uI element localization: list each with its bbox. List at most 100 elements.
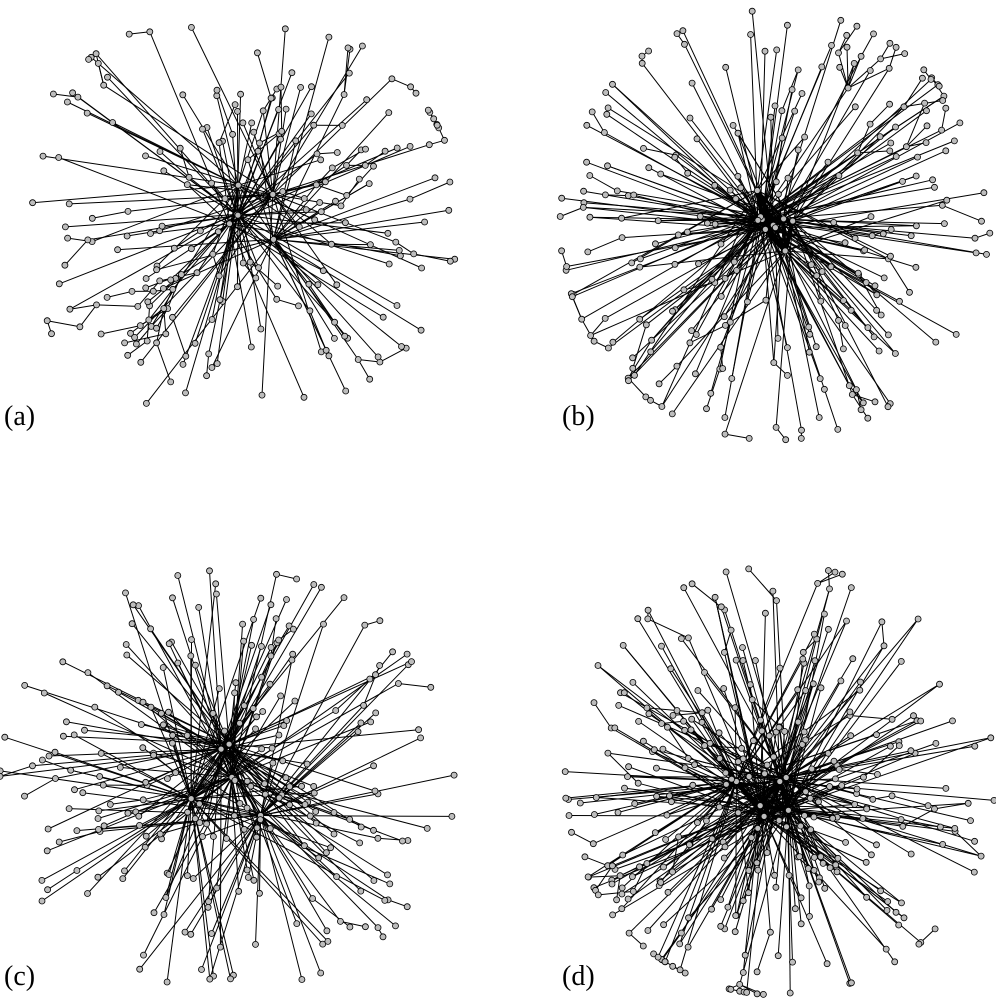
node: [215, 685, 223, 692]
node: [423, 825, 431, 832]
edge: [212, 253, 220, 277]
edge: [272, 194, 300, 228]
node: [800, 728, 808, 736]
node: [776, 778, 784, 785]
node: [103, 293, 111, 301]
edge: [228, 743, 283, 796]
node: [870, 333, 878, 341]
edge: [714, 597, 761, 806]
node: [857, 406, 865, 414]
edge: [191, 792, 315, 800]
edge: [774, 20, 842, 228]
node: [246, 258, 254, 266]
node: [591, 811, 598, 818]
edge: [172, 597, 222, 750]
node: [898, 899, 905, 907]
edge: [136, 326, 152, 345]
node: [250, 876, 258, 884]
node: [754, 824, 762, 832]
node: [797, 434, 805, 442]
node: [97, 750, 105, 757]
edge: [783, 161, 829, 220]
node: [721, 274, 729, 282]
node: [924, 802, 932, 809]
node: [708, 835, 716, 843]
node: [719, 365, 727, 372]
edge: [59, 831, 101, 843]
node: [832, 861, 840, 869]
edge: [756, 932, 771, 972]
node: [187, 930, 195, 938]
edge: [696, 138, 766, 230]
node: [639, 942, 647, 950]
node: [174, 659, 182, 667]
node: [191, 815, 199, 822]
node: [624, 895, 632, 903]
node: [971, 837, 978, 845]
node: [789, 217, 797, 225]
node: [234, 211, 242, 219]
edge: [106, 290, 133, 298]
node: [658, 642, 665, 650]
node: [805, 882, 813, 890]
node: [232, 679, 240, 687]
edge: [829, 786, 857, 795]
edge: [772, 591, 781, 782]
node: [393, 302, 401, 309]
node: [160, 305, 168, 312]
edge: [779, 731, 786, 782]
node: [629, 679, 637, 686]
node: [236, 719, 244, 727]
node: [801, 812, 808, 819]
node: [897, 658, 905, 665]
node: [986, 229, 994, 237]
node: [887, 252, 894, 260]
edge: [228, 661, 412, 745]
node: [637, 255, 644, 263]
node: [183, 732, 191, 739]
node: [835, 49, 842, 57]
node: [310, 789, 318, 797]
node: [215, 272, 223, 280]
node: [698, 709, 706, 717]
edge: [163, 308, 167, 334]
edge: [273, 94, 345, 240]
node: [608, 880, 616, 888]
node: [848, 391, 856, 398]
edge: [186, 184, 230, 225]
node: [341, 219, 349, 227]
node: [808, 261, 815, 269]
node: [650, 950, 657, 958]
node: [887, 742, 894, 750]
edge: [765, 228, 846, 244]
node: [297, 84, 305, 91]
node: [956, 119, 964, 127]
node: [686, 841, 693, 849]
node: [231, 777, 239, 784]
node: [688, 580, 696, 588]
edge: [272, 144, 430, 195]
edge: [724, 216, 761, 418]
node: [70, 731, 78, 739]
edge: [110, 799, 144, 805]
node: [317, 208, 325, 216]
node: [798, 90, 806, 97]
node: [249, 705, 257, 712]
node: [772, 178, 780, 186]
edge: [211, 239, 274, 368]
node: [802, 788, 810, 796]
edge: [733, 216, 761, 263]
node: [370, 877, 378, 884]
edge: [174, 230, 201, 249]
edge: [340, 920, 366, 928]
node: [240, 702, 248, 709]
node: [873, 306, 880, 314]
edge: [237, 72, 350, 216]
node: [971, 234, 979, 242]
node: [292, 137, 300, 145]
edge: [150, 223, 230, 234]
edge: [761, 25, 788, 220]
edge: [787, 687, 822, 811]
node: [277, 692, 285, 700]
edge: [316, 184, 347, 196]
